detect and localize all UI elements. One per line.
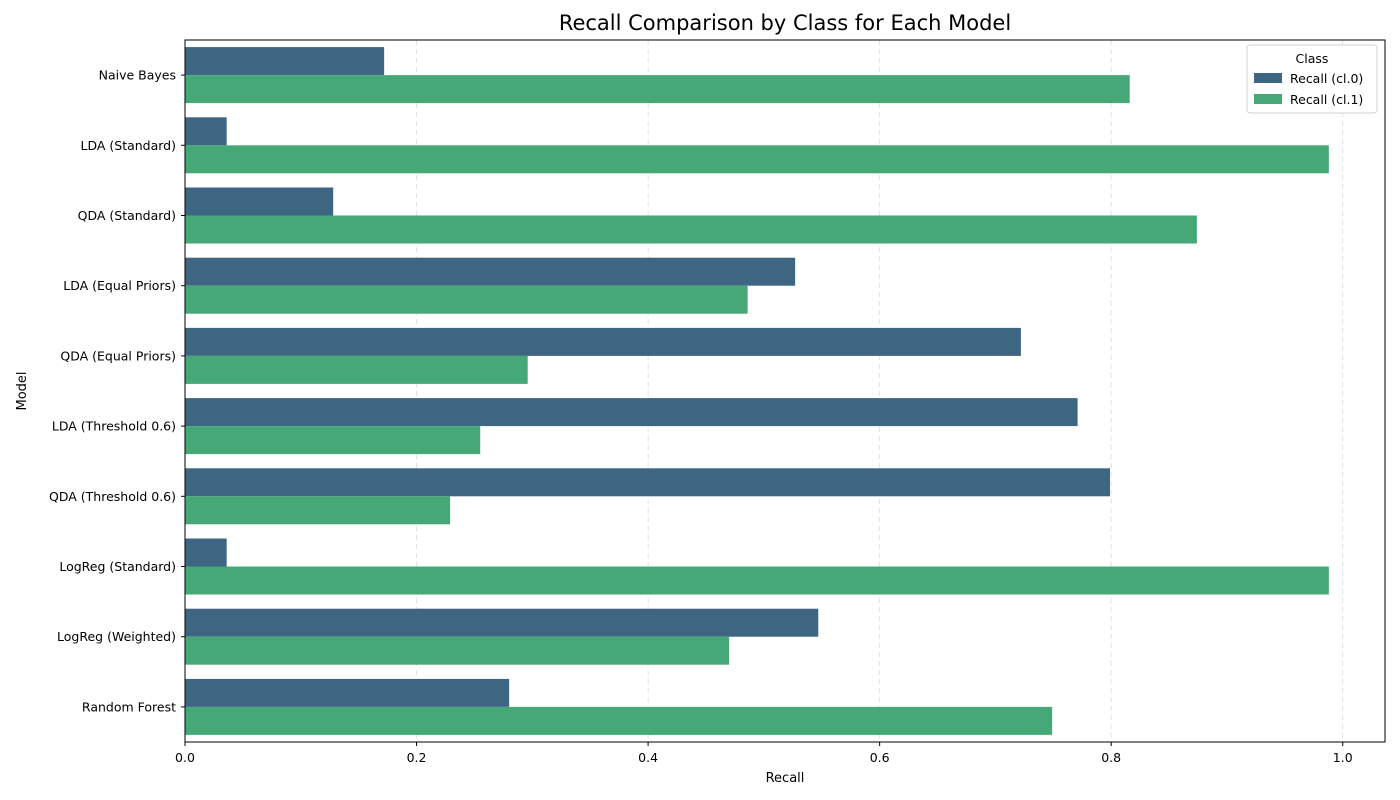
x-tick-label: 0.6 <box>870 750 890 765</box>
y-tick-labels: Naive Bayes LDA (Standard) QDA (Standard) L… <box>49 68 185 714</box>
axes <box>184 39 1386 743</box>
legend: Class Recall (cl.0) Recall (cl.1) <box>1246 44 1378 114</box>
bar-cl1 <box>185 566 1329 595</box>
y-tick-label: LDA (Standard) <box>80 138 176 153</box>
bar-cl0 <box>185 468 1111 497</box>
x-tick-label: 0.2 <box>407 750 427 765</box>
y-tick-label: QDA (Threshold 0.6) <box>49 489 176 504</box>
legend-swatch <box>1254 94 1282 104</box>
bar-cl0 <box>185 678 510 707</box>
y-tick-label: LDA (Threshold 0.6) <box>52 419 176 434</box>
bar-cl0 <box>185 398 1078 427</box>
x-axis-label: Recall <box>766 771 805 786</box>
bar-cl1 <box>185 355 528 384</box>
bar-cl1 <box>185 75 1130 104</box>
y-tick-label: QDA (Equal Priors) <box>60 348 176 363</box>
legend-swatch <box>1254 73 1282 83</box>
legend-entry-label: Recall (cl.1) <box>1290 92 1363 107</box>
chart-title: Recall Comparison by Class for Each Mode… <box>559 11 1011 35</box>
bar-cl0 <box>185 608 819 637</box>
x-tick-labels: 0.0 0.2 0.4 0.6 0.8 1.0 <box>175 742 1353 765</box>
y-axis-label: Model <box>15 371 30 410</box>
y-tick-label: LogReg (Standard) <box>59 559 176 574</box>
y-tick-label: LogReg (Weighted) <box>57 629 176 644</box>
bar-cl0 <box>185 117 227 146</box>
bar-cl1 <box>185 706 1053 735</box>
bar-cl0 <box>185 538 227 567</box>
bar-cl1 <box>185 285 748 314</box>
x-tick-label: 0.4 <box>638 750 658 765</box>
y-tick-label: Naive Bayes <box>99 68 176 83</box>
bar-cl1 <box>185 215 1197 244</box>
bar-cl1 <box>185 496 451 525</box>
x-tick-label: 1.0 <box>1333 750 1353 765</box>
bar-cl0 <box>185 47 385 76</box>
y-tick-label: QDA (Standard) <box>78 208 176 223</box>
bar-cl1 <box>185 426 481 455</box>
legend-title: Class <box>1296 51 1329 66</box>
legend-entry-label: Recall (cl.0) <box>1290 71 1363 86</box>
bar-cl0 <box>185 187 334 216</box>
y-tick-label: LDA (Equal Priors) <box>63 278 176 293</box>
bars <box>185 47 1329 735</box>
bar-cl1 <box>185 145 1329 174</box>
x-tick-label: 0.8 <box>1101 750 1121 765</box>
bar-cl0 <box>185 257 796 286</box>
plot-frame <box>184 39 1386 743</box>
bar-cl0 <box>185 327 1021 356</box>
bar-cl1 <box>185 636 730 665</box>
x-tick-label: 0.0 <box>175 750 195 765</box>
y-tick-label: Random Forest <box>82 699 176 714</box>
